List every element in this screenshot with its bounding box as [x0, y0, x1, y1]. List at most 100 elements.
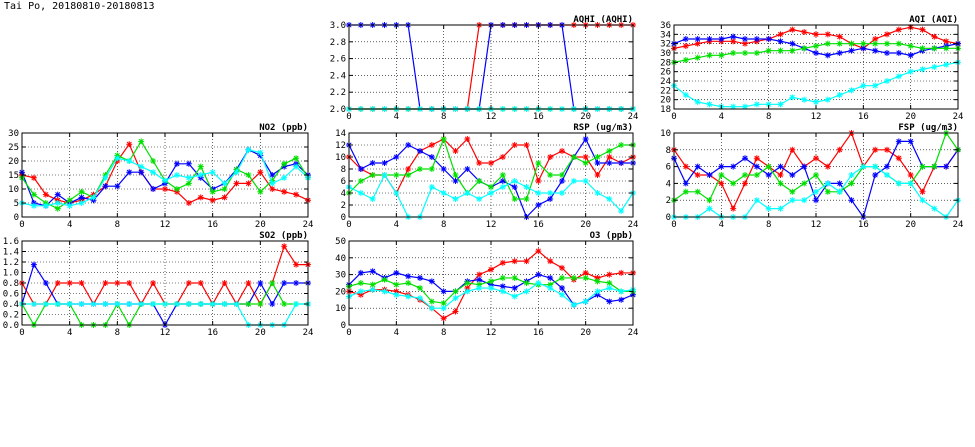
data-point — [943, 38, 950, 45]
data-point — [66, 280, 73, 286]
data-point — [559, 285, 565, 292]
data-point — [919, 163, 926, 170]
data-point — [257, 301, 264, 307]
y-tick-label: 28 — [660, 58, 671, 68]
data-point — [369, 160, 376, 166]
x-tick-label: 16 — [533, 112, 544, 122]
data-point — [488, 184, 494, 190]
data-point — [417, 285, 423, 292]
data-point — [824, 40, 831, 47]
data-point — [570, 178, 577, 184]
data-point — [393, 172, 400, 178]
data-point — [753, 101, 760, 108]
data-point — [884, 163, 890, 170]
data-point — [765, 47, 772, 54]
data-point — [801, 163, 808, 170]
y-tick-label: 0.0 — [3, 321, 19, 331]
data-point — [293, 280, 300, 286]
data-point — [523, 280, 530, 286]
data-point — [753, 172, 760, 178]
data-point — [813, 31, 819, 38]
page-title: Tai Po, 20180810-20180813 — [4, 1, 155, 12]
data-point — [547, 172, 554, 178]
data-point — [66, 202, 73, 209]
data-point — [381, 172, 388, 178]
data-point — [836, 188, 843, 195]
data-point — [393, 281, 400, 288]
data-point — [428, 154, 435, 160]
data-point — [718, 163, 725, 170]
data-point — [499, 184, 506, 190]
data-point — [499, 288, 506, 295]
data-point — [197, 280, 204, 286]
x-tick-label: 20 — [580, 220, 591, 230]
data-point — [765, 163, 772, 170]
data-point — [547, 274, 554, 281]
data-point — [742, 36, 748, 42]
data-point — [706, 36, 713, 42]
y-tick-label: 4 — [341, 189, 346, 199]
data-point — [682, 92, 689, 98]
data-point — [197, 301, 204, 307]
data-point — [813, 197, 819, 204]
data-point — [150, 186, 157, 192]
data-point — [138, 138, 145, 145]
data-point — [440, 315, 447, 322]
chart-title: O3 (ppb) — [590, 231, 633, 241]
x-tick-label: 0 — [346, 112, 351, 122]
x-tick-label: 4 — [67, 220, 72, 230]
data-point — [464, 136, 471, 142]
data-point — [718, 180, 725, 187]
data-point — [245, 180, 252, 187]
data-point — [753, 155, 760, 162]
data-point — [777, 205, 784, 212]
data-point — [269, 301, 276, 307]
chart-title: NO2 (ppb) — [259, 123, 308, 133]
data-point — [417, 148, 423, 154]
data-point — [452, 172, 459, 178]
y-tick-label: 6 — [341, 177, 346, 187]
data-point — [102, 174, 109, 181]
data-point — [428, 278, 435, 285]
data-point — [765, 205, 772, 212]
data-point — [357, 166, 364, 172]
data-point — [547, 285, 554, 292]
data-point — [582, 269, 589, 276]
y-tick-label: 0 — [666, 213, 671, 223]
data-point — [694, 40, 701, 47]
data-point — [789, 94, 796, 101]
data-point — [860, 82, 867, 89]
data-point — [919, 66, 926, 73]
data-point — [931, 163, 938, 170]
data-point — [78, 200, 85, 206]
data-point — [777, 101, 784, 108]
data-point — [293, 191, 300, 198]
data-point — [860, 163, 867, 170]
x-tick-label: 8 — [115, 220, 120, 230]
data-point — [417, 166, 423, 172]
data-point — [30, 261, 37, 268]
data-point — [209, 169, 216, 176]
data-point — [694, 99, 701, 105]
data-point — [789, 146, 796, 153]
data-point — [221, 186, 228, 192]
data-point — [54, 205, 61, 212]
data-point — [753, 163, 760, 170]
data-point — [895, 155, 902, 162]
data-point — [185, 200, 192, 206]
data-point — [836, 40, 843, 47]
data-point — [742, 180, 748, 187]
data-point — [138, 163, 145, 170]
y-tick-label: 10 — [660, 129, 671, 139]
y-tick-label: 0.8 — [3, 279, 19, 289]
data-point — [281, 160, 288, 167]
data-point — [872, 172, 879, 178]
chart-title: FSP (ug/m3) — [898, 123, 958, 133]
x-tick-label: 24 — [303, 328, 314, 338]
data-point — [185, 180, 192, 187]
x-tick-label: 24 — [953, 112, 964, 122]
x-tick-label: 24 — [953, 220, 964, 230]
data-point — [54, 280, 61, 286]
data-point — [428, 184, 435, 190]
data-point — [777, 38, 784, 45]
